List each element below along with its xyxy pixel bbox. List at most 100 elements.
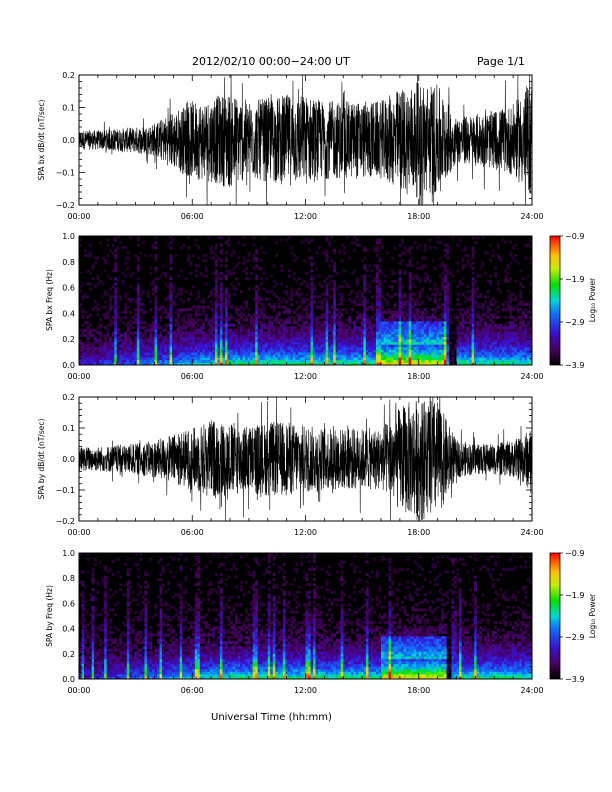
spectrogram-cell: [144, 334, 148, 337]
spectrogram-cell: [476, 310, 480, 314]
spectrogram-cell: [136, 308, 140, 312]
spectrogram-cell: [516, 341, 520, 345]
spectrogram-cell: [81, 608, 85, 612]
spectrogram-cell: [219, 339, 223, 343]
spectrogram-cell: [416, 274, 420, 278]
spectrogram-cell: [401, 318, 404, 322]
spectrogram-cell: [124, 336, 128, 340]
spectrogram-cell: [464, 254, 467, 257]
spectrogram-cell: [81, 354, 85, 358]
spectrogram-cell: [202, 346, 206, 350]
spectrogram-cell: [333, 328, 336, 332]
spectrogram-cell: [99, 663, 102, 667]
spectrogram-cell: [232, 331, 236, 335]
spectrogram-cell: [403, 303, 407, 306]
spectrogram-cell: [521, 323, 525, 327]
spectrogram-cell: [526, 362, 530, 366]
spectrogram-cell: [378, 279, 382, 283]
spectrogram-cell: [214, 352, 218, 355]
spectrogram-cell: [104, 341, 107, 345]
spectrogram-cell: [184, 339, 188, 343]
spectrogram-cell: [84, 359, 87, 363]
spectrogram-cell: [461, 266, 465, 270]
spectrogram-cell: [345, 344, 349, 348]
spectrogram-cell: [418, 243, 422, 247]
spectrogram-cell: [157, 344, 160, 348]
spectrogram-cell: [219, 305, 223, 309]
spectrogram-cell: [398, 272, 402, 275]
spectrogram-cell: [489, 313, 493, 317]
spectrogram-cell: [373, 359, 377, 363]
spectrogram-cell: [106, 323, 110, 327]
spectrogram-cell: [292, 341, 296, 345]
spectrogram-cell: [471, 318, 475, 322]
spectrogram-cell: [154, 321, 158, 325]
spectrogram-cell: [260, 321, 264, 325]
spectrogram-cell: [521, 328, 525, 332]
spectrogram-cell: [116, 352, 120, 355]
spectrogram-cell: [370, 349, 374, 353]
spectrogram-cell: [521, 336, 525, 340]
spectrogram-cell: [257, 357, 261, 361]
spectrogram-cell: [401, 300, 404, 304]
spectrogram-cell: [194, 305, 198, 309]
spectrogram-cell: [184, 321, 188, 325]
spectrogram-cell: [257, 300, 261, 304]
spectrogram-cell: [398, 354, 402, 358]
spectrogram-cell: [179, 326, 183, 330]
spectrogram-cell: [320, 346, 324, 350]
spectrogram-cell: [524, 326, 528, 330]
spectrogram-cell: [418, 315, 422, 319]
spectrogram-cell: [159, 359, 163, 363]
spectrogram-cell: [124, 315, 128, 319]
spectrogram-cell: [428, 279, 432, 283]
spectrogram-cell: [391, 318, 394, 322]
spectrogram-cell: [282, 349, 286, 353]
spectrogram-cell: [109, 303, 113, 306]
spectrogram-cell: [194, 321, 198, 325]
spectrogram-cell: [224, 357, 228, 361]
spectrogram-cell: [207, 331, 211, 335]
spectrogram-cell: [260, 341, 264, 345]
spectrogram-cell: [330, 328, 334, 332]
spectrogram-cell: [378, 326, 382, 330]
spectrogram-cell: [393, 313, 397, 317]
spectrogram-cell: [247, 326, 251, 330]
spectrogram-cell: [461, 328, 465, 332]
spectrogram-cell: [484, 300, 487, 304]
spectrogram-cell: [272, 334, 276, 337]
spectrogram-cell: [222, 323, 226, 327]
spectrogram-cell: [81, 282, 85, 286]
spectrogram-cell: [418, 290, 422, 294]
spectrogram-cell: [99, 352, 102, 355]
spectrogram-cell: [496, 315, 500, 319]
spectrogram-cell: [323, 357, 326, 361]
spectrogram-cell: [292, 339, 296, 343]
spectrogram-cell: [378, 256, 382, 260]
spectrogram-cell: [262, 315, 266, 319]
spectrogram-cell: [486, 326, 490, 330]
spectrogram-cell: [101, 648, 105, 652]
spectrogram-cell: [481, 344, 485, 348]
spectrogram-cell: [486, 346, 490, 350]
spectrogram-cell: [486, 341, 490, 345]
spectrogram-cell: [134, 254, 138, 257]
spectrogram-cell: [174, 341, 178, 345]
spectrogram-cell: [177, 323, 180, 327]
spectrogram-cell: [136, 349, 140, 353]
spectrogram-cell: [333, 354, 336, 358]
spectrogram-cell: [378, 269, 382, 273]
spectrogram-cell: [86, 648, 90, 652]
spectrogram-cell: [209, 251, 213, 255]
spectrogram-cell: [189, 331, 193, 335]
spectrogram-cell: [433, 359, 437, 363]
spectrogram-cell: [280, 326, 284, 330]
spectrogram-cell: [114, 341, 118, 345]
spectrogram-cell: [436, 318, 440, 322]
spectrogram-cell: [96, 282, 100, 286]
spectrogram-cell: [526, 274, 530, 278]
spectrogram-cell: [416, 334, 420, 337]
spectrogram-cell: [302, 334, 306, 337]
spectrogram-cell: [162, 362, 165, 366]
spectrogram-cell: [89, 359, 92, 363]
